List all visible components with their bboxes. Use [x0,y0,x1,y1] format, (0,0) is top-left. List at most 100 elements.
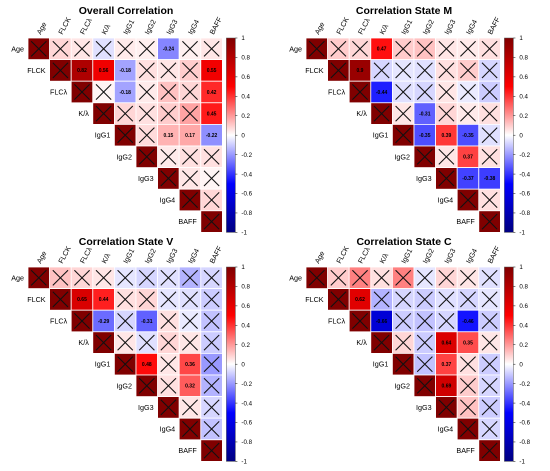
insignificant-cross [138,291,155,308]
row-label: FLCK [27,295,46,304]
insignificant-cross [138,269,155,286]
insignificant-cross [438,84,455,100]
insignificant-cross [481,40,498,57]
insignificant-cross [182,40,198,57]
colorbar-tick-label: 0.2 [241,342,250,349]
colorbar-tick-label: 0.8 [519,55,528,62]
colorbar-tick-label: 0.8 [241,55,250,62]
insignificant-cross [330,269,347,286]
row-label: IgG1 [95,360,111,369]
colorbar-tick-label: 0.2 [519,342,528,349]
column-label: FLCK [56,15,73,36]
insignificant-cross [395,356,412,373]
row-label: IgG1 [373,131,389,140]
data-label: 0.62 [355,297,365,303]
data-label: 0.56 [99,68,109,74]
colorbar-tick-label: -0.8 [241,439,252,446]
insignificant-cross [138,377,155,394]
insignificant-cross [460,105,476,122]
insignificant-cross [160,84,177,100]
correlation-panel: Overall Correlation Age FLCK FLCλ K/λ IgG1 IgG… [11,5,252,237]
row-label: FLCλ [50,88,68,97]
insignificant-cross [117,334,134,351]
row-label: IgG2 [116,152,132,161]
row-label: IgG3 [138,174,154,183]
insignificant-cross [416,377,433,394]
insignificant-cross [481,213,498,230]
insignificant-cross [438,62,455,79]
column-label: Age [35,249,49,265]
insignificant-cross [416,84,433,100]
insignificant-cross [74,269,90,286]
colorbar-tick-label: -0.4 [519,400,530,407]
insignificant-cross [460,356,476,373]
insignificant-cross [481,356,498,373]
column-label: IgG3 [442,18,457,36]
data-label: -0.35 [462,133,474,139]
column-label: IgG2 [421,18,436,36]
insignificant-cross [373,291,390,308]
insignificant-cross [395,62,412,79]
insignificant-cross [203,269,220,286]
insignificant-cross [160,399,177,416]
insignificant-cross [95,84,112,100]
column-label: IgG2 [143,18,158,36]
insignificant-cross [438,399,455,416]
data-label: 0.17 [185,133,195,139]
insignificant-cross [138,84,155,100]
insignificant-cross [203,421,220,437]
data-label: -0.38 [484,176,496,182]
insignificant-cross [30,269,47,286]
column-label: K/λ [99,22,112,36]
column-label: IgG4 [464,247,479,265]
column-label: IgG3 [164,18,179,36]
column-label: IgG4 [464,18,479,36]
insignificant-cross [117,127,134,144]
insignificant-cross [138,334,155,351]
column-label: IgG2 [421,247,436,265]
insignificant-cross [203,399,220,416]
colorbar-tick-label: -0.2 [241,381,252,388]
data-label: -0.29 [98,319,110,325]
insignificant-cross [481,127,498,144]
data-label: 0.55 [207,68,217,74]
insignificant-cross [395,313,412,329]
insignificant-cross [438,291,455,308]
row-label: IgG4 [160,425,176,434]
chart-title: Correlation State C [356,236,452,248]
insignificant-cross [182,313,198,329]
data-label: 0.45 [207,111,217,117]
insignificant-cross [416,313,433,329]
insignificant-cross [395,291,412,308]
data-label: -0.24 [163,47,175,53]
insignificant-cross [395,334,412,351]
data-label: 0.44 [99,297,109,303]
colorbar-tick-label: -1 [519,230,525,237]
insignificant-cross [460,377,476,394]
colorbar-tick-label: -0.6 [241,420,252,427]
insignificant-cross [138,40,155,57]
colorbar-tick-label: -0.4 [241,400,252,407]
colorbar-tick-label: -1 [241,459,247,466]
column-label: IgG1 [121,247,136,265]
colorbar-tick-label: 0.4 [519,94,528,101]
insignificant-cross [438,170,455,187]
data-label: 0.39 [442,133,452,139]
insignificant-cross [438,105,455,122]
row-label: Age [289,44,302,53]
insignificant-cross [481,334,498,351]
insignificant-cross [352,84,368,100]
column-label: K/λ [377,251,390,265]
data-label: -0.31 [419,111,431,117]
colorbar-tick-label: -0.2 [519,152,530,159]
insignificant-cross [52,40,69,57]
insignificant-cross [182,399,198,416]
insignificant-cross [160,313,177,329]
colorbar-tick-label: -0.8 [241,210,252,217]
insignificant-cross [52,291,69,308]
insignificant-cross [416,62,433,79]
colorbar-tick-label: -1 [241,230,247,237]
row-label: IgG4 [160,196,176,205]
colorbar-tick-label: 0 [241,132,245,139]
colorbar-tick-label: -0.8 [519,439,530,446]
